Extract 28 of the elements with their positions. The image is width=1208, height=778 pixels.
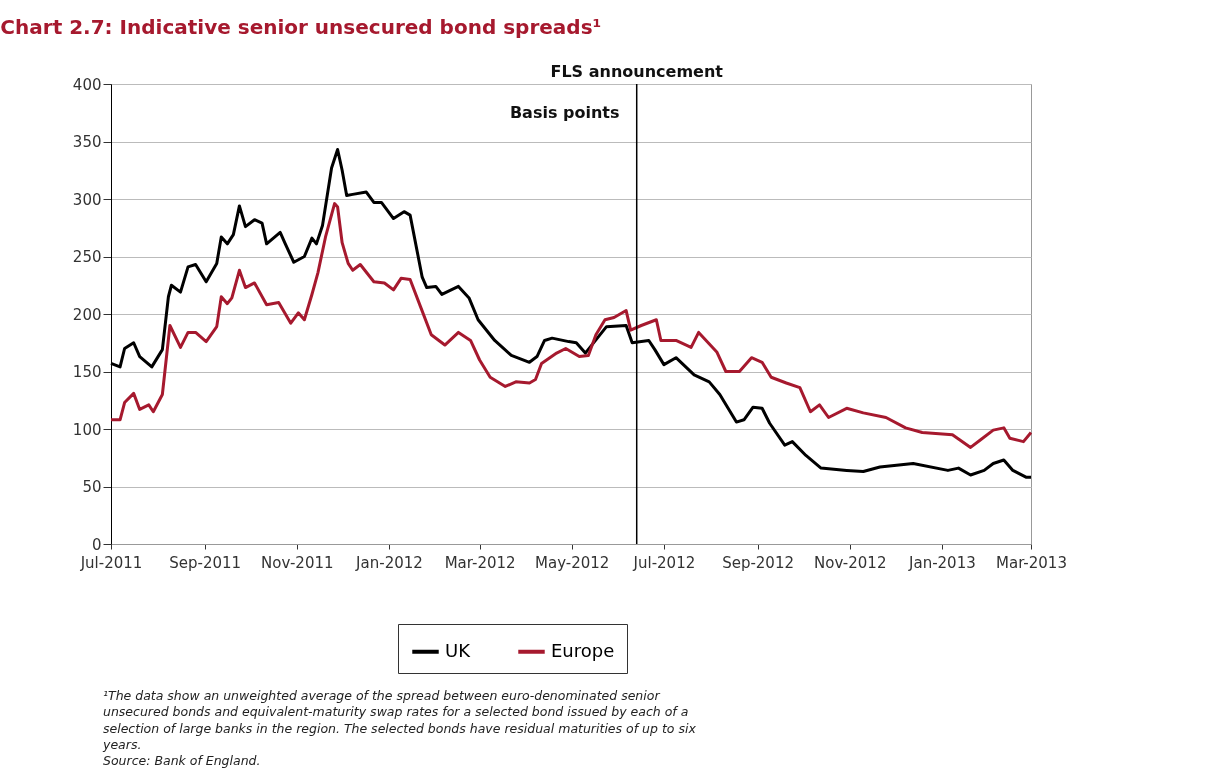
x-tick-label: Sep-2011: [169, 553, 242, 572]
y-tick-label: 250: [72, 248, 102, 266]
x-tick-label: Sep-2012: [722, 553, 794, 572]
x-tick-label: Nov-2011: [261, 553, 334, 572]
ref-line-label: FLS announcement: [550, 62, 724, 81]
y-tick-label: 150: [72, 363, 102, 381]
y-tick-label: 0: [91, 535, 102, 554]
y-tick-label: 200: [72, 305, 102, 324]
y-tick-label: 350: [72, 133, 102, 151]
x-tick-label: Jul-2011: [79, 553, 143, 572]
x-tick-label: Nov-2012: [813, 553, 887, 572]
text: ¹The data show an unweighted average of the spread between euro-denominated senior unsecured bonds and equivalent-maturity swap rates for a selected bond issued by each of a selection of large banks in the region. The selected bonds have residual maturities of up to six years.: [103, 688, 697, 753]
y-tick-label: 50: [82, 478, 102, 496]
y-tick-label: 400: [72, 75, 102, 94]
y-tick-label: 300: [72, 190, 102, 209]
x-tick-label: Jul-2012: [632, 553, 696, 572]
x-tick-label: May-2012: [535, 553, 610, 572]
line-series: [109, 202, 1033, 449]
x-tick-label: Mar-2013: [996, 553, 1067, 572]
x-tick-label: Jan-2013: [908, 553, 976, 572]
legend-label: UK: [445, 639, 472, 661]
y-axis-title: Basis points: [509, 102, 620, 122]
legend-label: Europe: [551, 639, 615, 661]
x-tick-label: Mar-2012: [444, 553, 516, 572]
chart-title: Chart 2.7: Indicative senior unsecured bond spreads¹: [0, 15, 602, 39]
x-tick-label: Jan-2012: [355, 553, 423, 572]
y-tick-label: 100: [72, 420, 102, 439]
source-note: Source: Bank of England.: [103, 753, 262, 770]
